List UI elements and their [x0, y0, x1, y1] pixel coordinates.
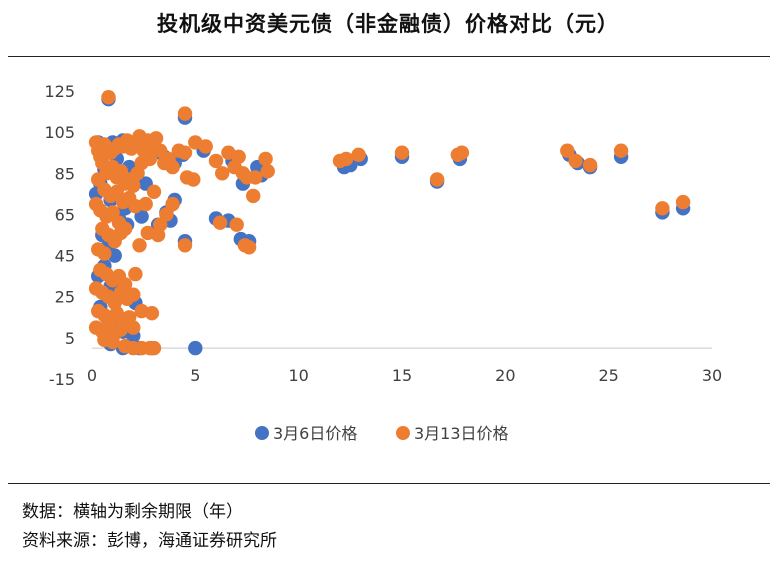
data-point: [675, 194, 691, 210]
data-point: [146, 184, 162, 199]
data-point: [568, 153, 583, 169]
data-point: [165, 159, 180, 175]
data-point: [138, 196, 153, 212]
data-point: [454, 145, 470, 160]
data-point: [231, 149, 246, 164]
y-tick-label: 25: [55, 288, 75, 307]
data-point: [582, 157, 598, 173]
data-point: [560, 143, 575, 158]
data-point: [229, 217, 244, 232]
series-layer: [88, 90, 691, 356]
x-tick-label: 5: [190, 366, 200, 385]
data-point: [198, 139, 213, 154]
data-point: [101, 90, 116, 105]
data-point: [177, 106, 193, 121]
data-point: [177, 145, 193, 160]
data-point: [246, 188, 261, 204]
data-point: [132, 238, 147, 253]
data-point: [260, 164, 275, 179]
data-point: [126, 178, 141, 193]
y-tick-label: -15: [49, 370, 75, 389]
data-point: [429, 172, 445, 187]
y-tick-label: 45: [55, 247, 75, 266]
data-point: [258, 151, 273, 167]
data-point: [144, 306, 160, 321]
legend: 3月6日价格 3月13日价格: [255, 424, 509, 443]
data-point: [212, 215, 228, 230]
y-tick-label: 65: [55, 205, 75, 224]
x-tick-label: 20: [495, 366, 515, 385]
note-axis: 数据：横轴为剩余期限（年）: [22, 502, 243, 522]
data-point: [215, 166, 230, 181]
data-point: [241, 240, 257, 255]
chart-title: 投机级中资美元债（非金融债）价格对比（元）: [157, 12, 619, 36]
legend-label: 3月6日价格: [273, 424, 357, 443]
legend-label: 3月13日价格: [414, 424, 509, 443]
data-point: [126, 320, 141, 335]
notes-divider: [8, 483, 770, 484]
data-point: [150, 227, 166, 243]
data-point: [188, 340, 203, 356]
x-tick-label: 25: [598, 366, 618, 385]
data-point: [339, 151, 354, 167]
data-point: [128, 266, 143, 282]
data-point: [97, 246, 112, 261]
x-tick-label: 10: [288, 366, 308, 385]
data-point: [113, 225, 129, 241]
data-point: [208, 153, 224, 169]
data-point: [248, 170, 263, 185]
x-tick-label: 30: [702, 366, 722, 385]
y-tick-label: 5: [65, 329, 75, 348]
x-tick-label: 15: [392, 366, 412, 385]
legend-marker: [255, 426, 269, 440]
source-notes: 数据：横轴为剩余期限（年） 资料来源：彭博，海通证券研究所: [22, 498, 277, 556]
y-tick-label: 105: [44, 123, 75, 142]
data-point: [186, 172, 201, 187]
note-source: 资料来源：彭博，海通证券研究所: [22, 531, 277, 551]
data-point: [142, 151, 158, 167]
data-point: [351, 147, 366, 162]
data-point: [655, 201, 670, 216]
legend-marker: [396, 426, 410, 440]
data-point: [394, 145, 410, 160]
data-point: [613, 143, 629, 158]
data-point: [126, 287, 141, 302]
data-point: [146, 340, 162, 356]
series-2: [88, 90, 691, 356]
data-point: [177, 238, 193, 253]
x-tick-label: 0: [87, 366, 97, 385]
data-point: [159, 207, 174, 222]
y-tick-label: 85: [55, 164, 75, 183]
series-1: [88, 92, 691, 356]
data-point: [105, 334, 120, 350]
data-point: [148, 131, 164, 146]
y-tick-label: 125: [44, 82, 75, 101]
title-divider: [8, 56, 770, 57]
